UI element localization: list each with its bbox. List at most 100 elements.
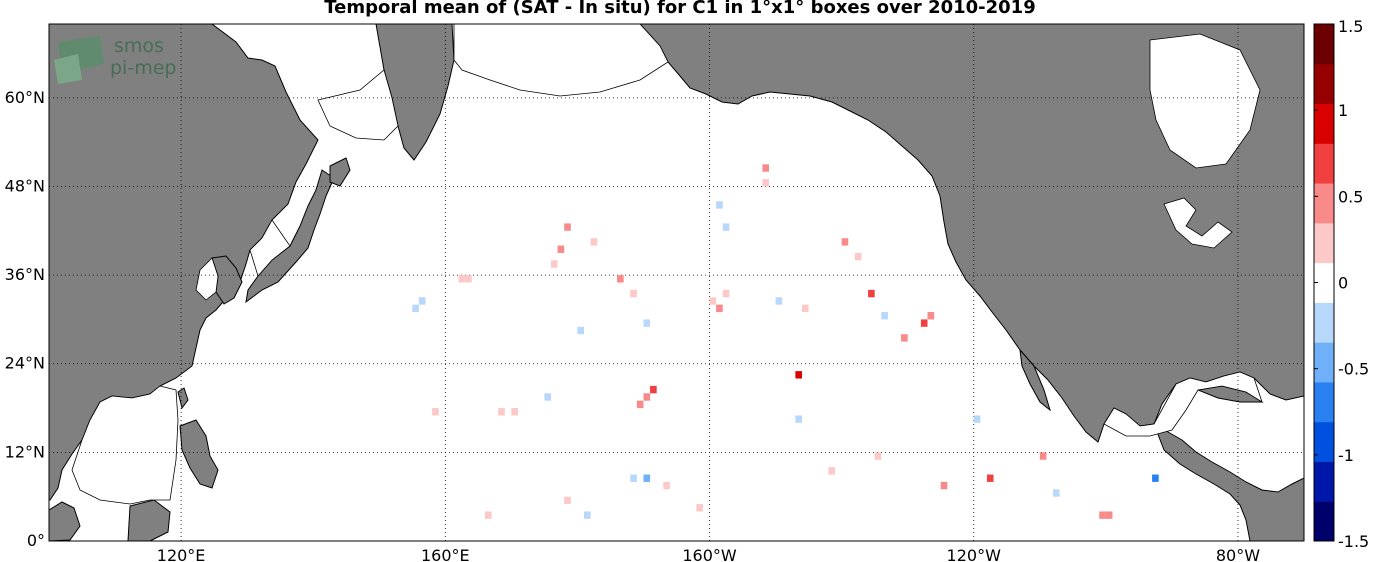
- heatmap-cell: [795, 371, 802, 379]
- heatmap-cell: [663, 481, 670, 490]
- heatmap-cell: [868, 289, 875, 298]
- heatmap-cell: [762, 164, 769, 172]
- colorbar-segment: [1314, 461, 1334, 502]
- chart-title: Temporal mean of (SAT - In situ) for C1 …: [324, 0, 1036, 18]
- heatmap-cell: [940, 481, 948, 490]
- land-philippines: [179, 419, 219, 489]
- colorbar-segment: [1314, 143, 1334, 184]
- logo: smos pi-mep: [54, 35, 176, 84]
- heatmap-cell: [881, 312, 888, 320]
- map-frame: [48, 23, 1305, 542]
- heatmap-cell: [557, 245, 565, 253]
- heatmap-cell: [650, 385, 657, 394]
- heatmap-cell: [841, 238, 849, 246]
- heatmap-cell: [802, 304, 809, 313]
- heatmap-cell: [1099, 511, 1106, 519]
- heatmap-cell: [484, 511, 492, 519]
- heatmap-cell: [617, 275, 624, 283]
- heatmap-cell: [643, 474, 651, 482]
- colorbar: [1313, 23, 1335, 542]
- lon-tick-label: 160°W: [682, 546, 737, 562]
- heatmap-cell: [584, 511, 591, 519]
- land-hokkaido: [329, 157, 351, 187]
- heatmap-cell: [795, 415, 802, 423]
- heatmap-cell: [828, 467, 836, 475]
- heatmap-cell: [544, 393, 551, 401]
- land-taiwan: [177, 387, 189, 410]
- heatmap-cell: [762, 179, 769, 187]
- lat-tick-label: 48°N: [5, 176, 45, 195]
- heatmap-cell: [630, 289, 637, 298]
- land-baja: [1019, 348, 1051, 412]
- colorbar-tick-label: -0.5: [1338, 360, 1369, 379]
- lat-tick-label: 24°N: [5, 354, 45, 373]
- heatmap-cell: [412, 304, 419, 313]
- gulf-of-mexico: [1103, 371, 1263, 437]
- lon-tick-label: 160°E: [421, 546, 470, 562]
- colorbar-tick-label: 0: [1338, 274, 1348, 293]
- data-cells: [412, 164, 1159, 519]
- heatmap-cell: [722, 289, 730, 298]
- lakes-layer: [71, 23, 1263, 505]
- colorbar-segment: [1314, 381, 1334, 423]
- heatmap-cell: [564, 496, 571, 505]
- heatmap-cell: [630, 474, 637, 482]
- colorbar-segment: [1314, 222, 1334, 264]
- logo-line2: pi-mep: [110, 57, 176, 79]
- heatmap-cell: [1053, 489, 1060, 497]
- heatmap-cell: [1152, 474, 1159, 482]
- colorbar-segment: [1314, 421, 1334, 462]
- south-china-sea: [71, 385, 179, 505]
- bering-sea: [453, 23, 669, 97]
- colorbar-tick-label: 1.5: [1338, 17, 1363, 36]
- great-lakes: [1163, 197, 1233, 249]
- heatmap-cell: [973, 415, 981, 423]
- colorbar-tick-label: -1.5: [1338, 532, 1369, 551]
- heatmap-cell: [577, 326, 585, 335]
- heatmap-cell: [643, 319, 651, 327]
- heatmap-cell: [709, 297, 717, 305]
- heatmap-cell: [775, 297, 783, 305]
- heatmap-cell: [927, 312, 935, 320]
- heatmap-cell: [1039, 452, 1047, 460]
- lon-tick-labels: 120°E 160°E 160°W 120°W 80°W: [157, 546, 1260, 562]
- lat-tick-labels: 0° 12°N 24°N 36°N 48°N 60°N: [5, 88, 45, 550]
- heatmap-cell: [986, 474, 994, 482]
- lat-tick-label: 12°N: [5, 442, 45, 461]
- heatmap-cell: [643, 393, 651, 401]
- heatmap-cell: [418, 297, 426, 305]
- lon-tick-label: 120°W: [947, 546, 1002, 562]
- lon-tick-label: 120°E: [157, 546, 206, 562]
- heatmap-cell: [716, 304, 723, 313]
- heatmap-cell: [458, 275, 466, 283]
- logo-line1: smos: [114, 35, 164, 57]
- sea-of-okhotsk: [317, 69, 399, 141]
- heatmap-cell: [511, 408, 518, 416]
- heatmap-cell: [854, 252, 862, 261]
- lat-tick-label: 60°N: [5, 88, 45, 107]
- colorbar-segment: [1314, 24, 1334, 65]
- colorbar-segment: [1314, 103, 1334, 144]
- colorbar-segment: [1314, 63, 1334, 105]
- heatmap-cell: [636, 400, 644, 409]
- land-layer: [48, 23, 1305, 542]
- hudson-bay: [1149, 33, 1261, 169]
- heatmap-cell: [901, 334, 908, 342]
- colorbar-segment: [1314, 501, 1334, 542]
- colorbar-segment: [1314, 302, 1334, 343]
- heatmap-cell: [564, 223, 571, 231]
- heatmap-cell: [696, 504, 703, 512]
- heatmap-cell: [920, 319, 928, 327]
- colorbar-tick-label: 1: [1338, 101, 1348, 120]
- heatmap-cell: [465, 275, 472, 283]
- heatmap-cell: [1105, 511, 1113, 519]
- heatmap-cell: [722, 223, 730, 231]
- heatmap-cell: [432, 408, 439, 416]
- heatmap-cell: [551, 260, 558, 268]
- colorbar-tick-label: 0.5: [1338, 187, 1363, 206]
- heatmap-cell: [874, 452, 882, 460]
- colorbar-segment: [1314, 262, 1334, 303]
- yellow-sea: [195, 257, 219, 301]
- lon-tick-label: 80°W: [1216, 546, 1260, 562]
